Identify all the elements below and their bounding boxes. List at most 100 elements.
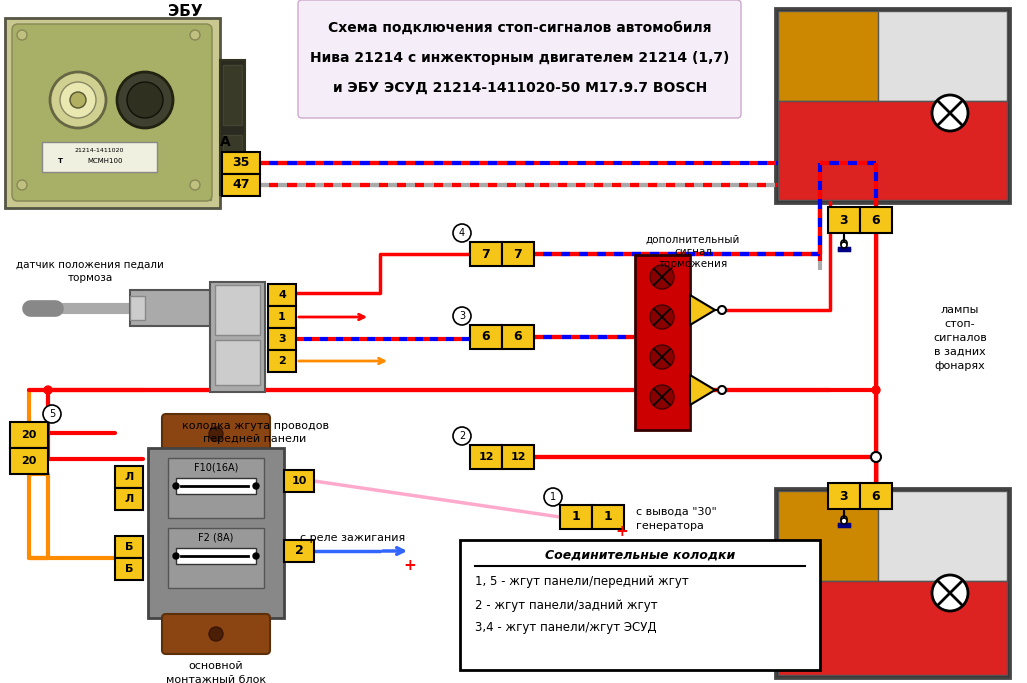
Circle shape [841, 240, 847, 246]
Circle shape [650, 345, 674, 369]
Text: F10(16А): F10(16А) [194, 463, 238, 473]
Circle shape [650, 385, 674, 409]
Circle shape [453, 224, 471, 242]
Text: 6: 6 [482, 331, 490, 344]
Text: Соединительные колодки: Соединительные колодки [545, 548, 735, 561]
Circle shape [453, 427, 471, 445]
Text: Б: Б [125, 542, 134, 552]
Text: 1: 1 [549, 492, 556, 502]
Bar [215, 285, 260, 335]
Text: 3: 3 [840, 214, 848, 227]
Text: и ЭБУ ЭСУД 21214-1411020-50 М17.9.7 BOSCH: и ЭБУ ЭСУД 21214-1411020-50 М17.9.7 BOSC… [333, 81, 708, 95]
Text: основной: основной [189, 661, 243, 671]
Bar [130, 296, 145, 320]
Text: F2 (8А): F2 (8А) [198, 533, 234, 543]
Circle shape [117, 72, 173, 128]
Bar [860, 483, 892, 509]
Text: дополнительный: дополнительный [646, 235, 740, 245]
Bar [223, 135, 242, 190]
Text: с реле зажигания: с реле зажигания [300, 533, 406, 543]
Bar [778, 581, 1007, 675]
Circle shape [841, 516, 847, 522]
FancyBboxPatch shape [12, 24, 212, 201]
Text: МСМН100: МСМН100 [87, 158, 123, 164]
Text: 35: 35 [232, 156, 250, 169]
Bar [223, 65, 242, 125]
Text: 12: 12 [510, 452, 526, 462]
Circle shape [650, 305, 674, 329]
Circle shape [253, 483, 259, 489]
Text: стоп-: стоп- [945, 319, 976, 329]
Bar [878, 491, 1007, 581]
Circle shape [210, 627, 223, 641]
Text: Л: Л [124, 472, 134, 482]
Text: сигналов: сигналов [934, 333, 987, 343]
Text: 1: 1 [604, 510, 612, 523]
Circle shape [650, 265, 674, 289]
Circle shape [50, 72, 106, 128]
Bar [10, 448, 48, 474]
Text: 20: 20 [22, 456, 37, 466]
Bar [470, 325, 502, 349]
Circle shape [841, 242, 847, 248]
Text: 10: 10 [292, 476, 307, 486]
FancyBboxPatch shape [298, 0, 741, 118]
Bar [220, 60, 245, 195]
Text: 4: 4 [278, 290, 286, 300]
Text: Схема подключения стоп-сигналов автомобиля: Схема подключения стоп-сигналов автомоби… [329, 21, 712, 35]
Text: 2 - жгут панели/задний жгут: 2 - жгут панели/задний жгут [476, 598, 657, 611]
Polygon shape [690, 375, 715, 405]
Text: 3: 3 [278, 334, 286, 344]
Bar [115, 466, 143, 488]
Polygon shape [690, 295, 715, 325]
Text: 47: 47 [232, 178, 250, 191]
Text: тормоза: тормоза [68, 273, 113, 283]
Text: 7: 7 [482, 247, 490, 260]
Bar [14, 26, 211, 200]
Circle shape [60, 82, 96, 118]
Circle shape [17, 30, 27, 40]
Circle shape [190, 30, 200, 40]
Bar [878, 11, 1007, 101]
Text: фонарях: фонарях [935, 361, 985, 371]
Text: сигнал: сигнал [674, 247, 712, 257]
Bar [176, 548, 256, 564]
Circle shape [453, 307, 471, 325]
Circle shape [210, 427, 223, 441]
Text: торможения: торможения [658, 259, 727, 269]
Bar [215, 340, 260, 385]
Circle shape [718, 386, 726, 394]
Bar [778, 491, 1007, 581]
Text: генератора: генератора [636, 521, 703, 531]
Bar [284, 470, 314, 492]
Bar [635, 255, 690, 430]
FancyBboxPatch shape [162, 414, 270, 454]
Text: Л: Л [124, 494, 134, 504]
Circle shape [173, 553, 179, 559]
Text: 5: 5 [49, 409, 55, 419]
Circle shape [43, 405, 61, 423]
Bar [828, 207, 860, 233]
Text: монтажный блок: монтажный блок [166, 675, 266, 683]
Circle shape [17, 180, 27, 190]
Text: лампы: лампы [941, 305, 979, 315]
Circle shape [841, 518, 847, 524]
Text: T: T [58, 158, 63, 164]
Text: Нива 21214 с инжекторным двигателем 21214 (1,7): Нива 21214 с инжекторным двигателем 2121… [310, 51, 730, 65]
Text: с вывода "30": с вывода "30" [636, 507, 717, 517]
Text: А: А [220, 135, 230, 149]
Bar [592, 505, 624, 529]
Circle shape [931, 575, 968, 611]
Text: 4: 4 [459, 228, 465, 238]
Bar [502, 325, 534, 349]
Bar [268, 328, 296, 350]
Circle shape [70, 92, 86, 108]
Bar [775, 8, 1010, 203]
Bar [5, 18, 220, 208]
Text: 3,4 - жгут панели/жгут ЭСУД: 3,4 - жгут панели/жгут ЭСУД [476, 622, 656, 635]
Circle shape [127, 82, 163, 118]
Circle shape [718, 306, 726, 314]
Bar [130, 290, 210, 326]
Bar [502, 445, 534, 469]
Text: 2: 2 [459, 431, 465, 441]
